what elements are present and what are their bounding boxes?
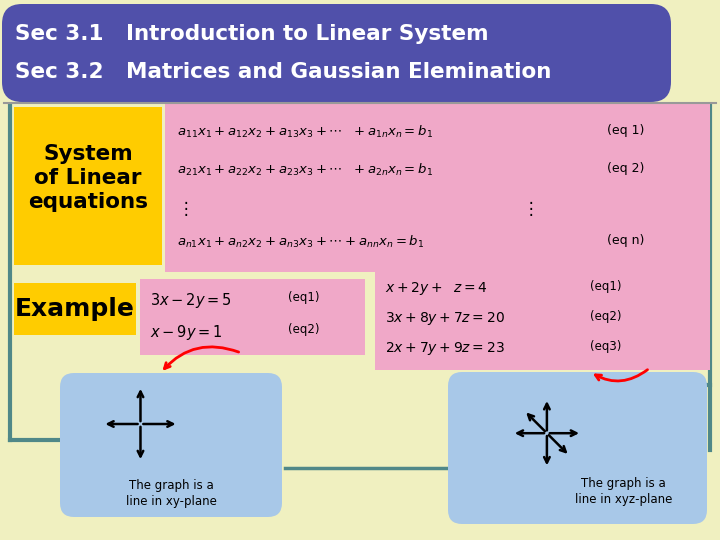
Text: (eq 2): (eq 2) xyxy=(607,162,644,175)
Text: (eq3): (eq3) xyxy=(590,340,621,353)
FancyBboxPatch shape xyxy=(140,279,365,355)
FancyBboxPatch shape xyxy=(2,4,671,102)
FancyBboxPatch shape xyxy=(60,373,282,517)
Text: $3x + 8y + 7z = 20$: $3x + 8y + 7z = 20$ xyxy=(385,310,505,327)
Text: Sec 3.2   Matrices and Gaussian Elemination: Sec 3.2 Matrices and Gaussian Eleminatio… xyxy=(15,62,552,82)
Text: $\vdots$: $\vdots$ xyxy=(177,199,188,218)
FancyBboxPatch shape xyxy=(448,372,707,524)
FancyBboxPatch shape xyxy=(375,270,710,370)
Text: (eq1): (eq1) xyxy=(590,280,621,293)
Text: The graph is a
line in xy-plane: The graph is a line in xy-plane xyxy=(125,478,217,508)
FancyBboxPatch shape xyxy=(165,104,710,272)
Text: (eq2): (eq2) xyxy=(590,310,621,323)
Text: $3x - 2y = 5$: $3x - 2y = 5$ xyxy=(150,291,232,310)
Text: $x - 9y = 1$: $x - 9y = 1$ xyxy=(150,323,222,342)
FancyBboxPatch shape xyxy=(14,107,162,265)
Text: $a_{21}x_1 + a_{22}x_2 + a_{23}x_3 + \cdots\ \ +a_{2n}x_n = b_1$: $a_{21}x_1 + a_{22}x_2 + a_{23}x_3 + \cd… xyxy=(177,162,433,178)
Text: The graph is a
line in xyz-plane: The graph is a line in xyz-plane xyxy=(575,477,672,507)
Text: (eq 1): (eq 1) xyxy=(607,124,644,137)
Text: (eq n): (eq n) xyxy=(607,234,644,247)
Text: $2x + 7y + 9z = 23$: $2x + 7y + 9z = 23$ xyxy=(385,340,505,357)
Text: $x + 2y +\ \ z = 4$: $x + 2y +\ \ z = 4$ xyxy=(385,280,488,297)
Text: System
of Linear
equations: System of Linear equations xyxy=(28,144,148,212)
FancyBboxPatch shape xyxy=(14,283,136,335)
Text: (eq1): (eq1) xyxy=(288,291,320,304)
Text: $\vdots$: $\vdots$ xyxy=(522,199,533,218)
Text: Sec 3.1   Introduction to Linear System: Sec 3.1 Introduction to Linear System xyxy=(15,24,489,44)
Text: Example: Example xyxy=(15,297,135,321)
Text: $a_{n1}x_1 + a_{n2}x_2 + a_{n3}x_3 + \cdots + a_{nn}x_n = b_1$: $a_{n1}x_1 + a_{n2}x_2 + a_{n3}x_3 + \cd… xyxy=(177,234,424,250)
Text: $a_{11}x_1 + a_{12}x_2 + a_{13}x_3 + \cdots\ \ +a_{1n}x_n = b_1$: $a_{11}x_1 + a_{12}x_2 + a_{13}x_3 + \cd… xyxy=(177,124,433,140)
Text: (eq2): (eq2) xyxy=(288,323,320,336)
